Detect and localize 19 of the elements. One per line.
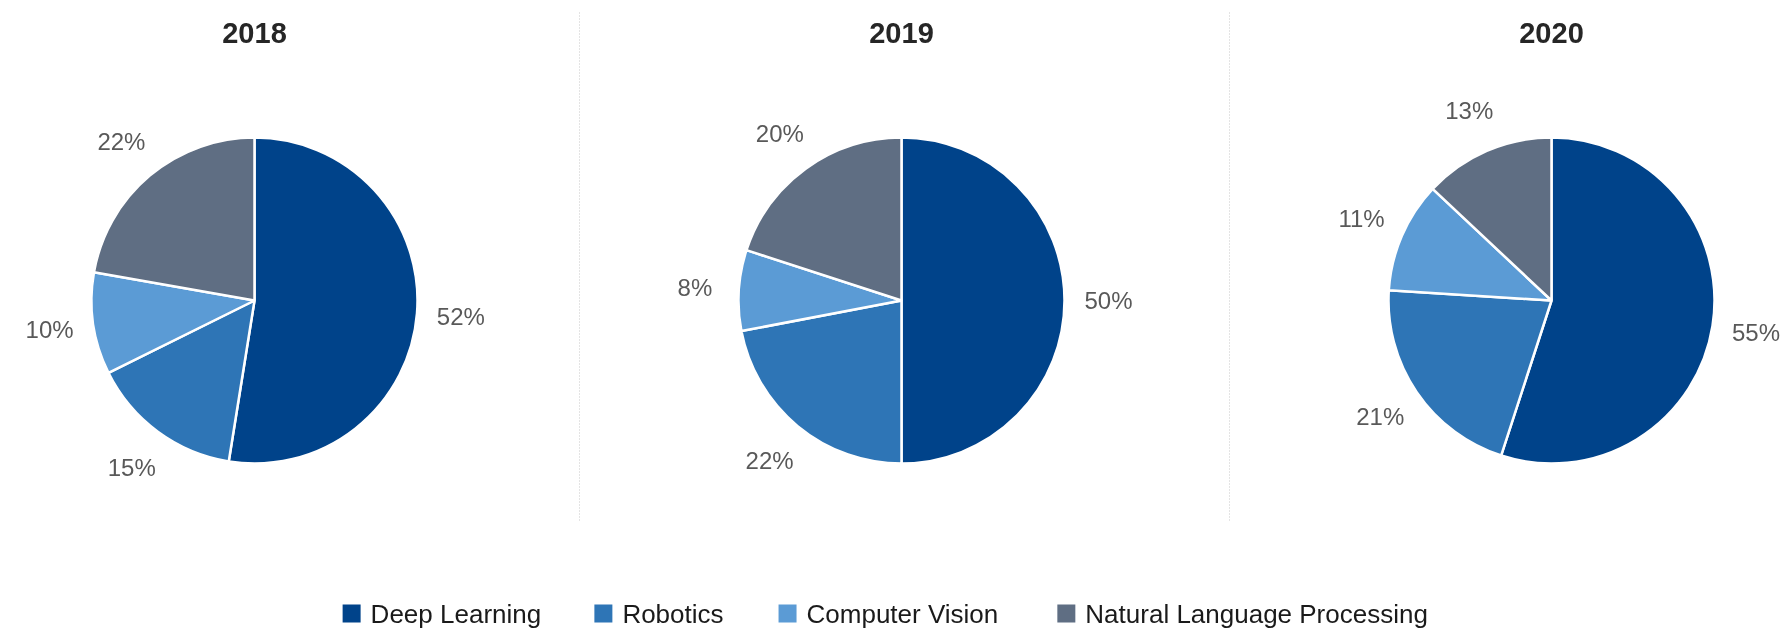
data-label: 11%	[1338, 204, 1385, 232]
data-label: 50%	[1084, 287, 1133, 314]
data-label: 52%	[436, 303, 485, 331]
data-label: 55%	[1731, 319, 1780, 347]
data-label: 15%	[107, 453, 156, 481]
legend-label: Robotics	[622, 598, 724, 629]
data-label: 13%	[1445, 97, 1494, 125]
legend-label: Computer Vision	[806, 598, 999, 629]
data-label: 8%	[677, 274, 713, 301]
data-label: 20%	[755, 119, 804, 147]
data-label: 10%	[25, 316, 74, 344]
legend-label: Deep Learning	[370, 598, 542, 629]
data-label: 21%	[1356, 403, 1405, 431]
chart-title: 2018	[222, 16, 287, 49]
legend-label: Natural Language Processing	[1085, 598, 1428, 629]
data-label: 22%	[97, 128, 146, 156]
chart-title: 2019	[869, 16, 934, 49]
data-label: 22%	[745, 446, 794, 474]
chart-title: 2020	[1519, 16, 1584, 49]
